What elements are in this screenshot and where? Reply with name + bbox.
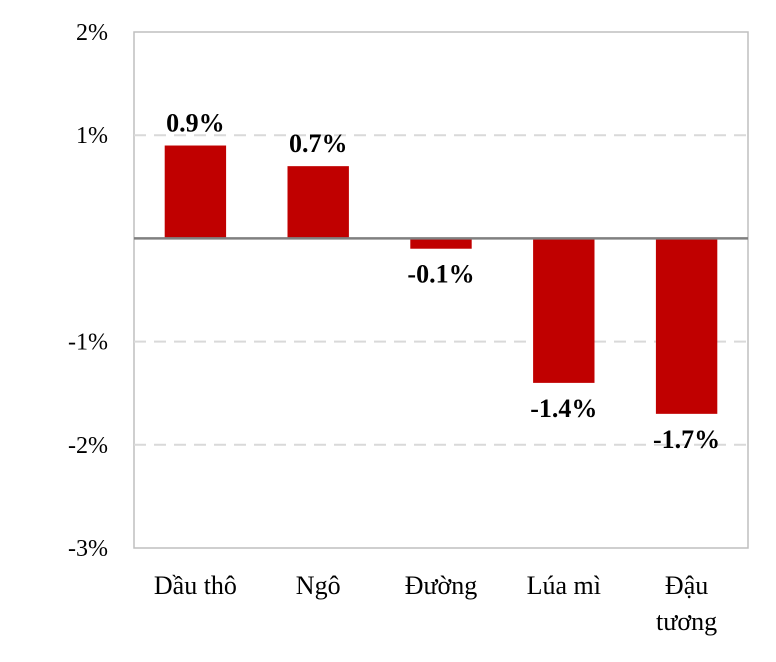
y-tick-label: 1% [76,123,108,149]
bar [287,166,349,239]
category-label: Đường [405,571,478,600]
y-tick-label: -3% [68,536,108,562]
y-tick-label: 2% [76,20,108,46]
plot-frame [133,31,749,549]
bar [533,238,595,383]
y-tick-label: -1% [68,330,108,356]
plot-area-border [133,31,749,549]
data-label: -1.4% [530,394,597,423]
bar [410,238,472,249]
category-label: tương [656,607,717,636]
data-label: 0.7% [289,129,348,158]
gridlines [134,134,748,446]
category-label: Lúa mì [527,571,601,600]
data-label: -0.1% [407,260,474,289]
category-labels: Dầu thô Ngô Đường Lúa mì Đậu tương [154,571,717,636]
bars [164,145,718,414]
bar [655,238,718,414]
bar [164,145,227,239]
category-label: Dầu thô [154,571,237,600]
data-labels: 0.9% 0.7% -0.1% -1.4% -1.7% [166,109,720,454]
data-label: -1.7% [653,425,720,454]
y-axis-ticks: 2% 1% -1% -2% -3% [68,20,108,562]
y-tick-label: -2% [68,433,108,459]
data-label: 0.9% [166,109,225,138]
category-label: Ngô [296,571,341,600]
category-label: Đậu [665,571,708,600]
